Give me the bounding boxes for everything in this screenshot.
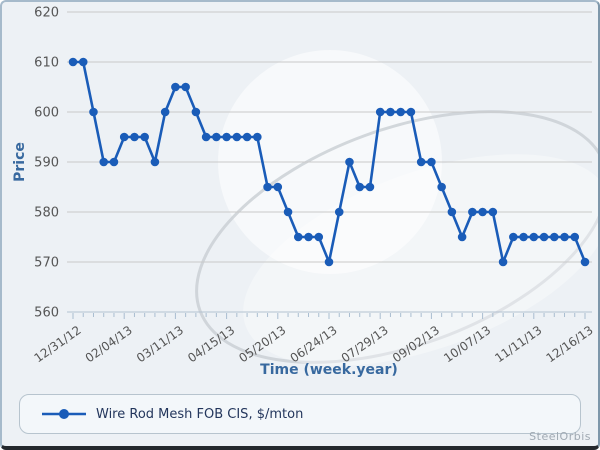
data-point[interactable] [427,157,436,167]
data-point[interactable] [242,132,252,142]
data-point[interactable] [171,82,180,92]
data-point[interactable] [334,207,344,217]
data-point[interactable] [365,182,375,192]
data-point[interactable] [253,132,262,142]
y-tick-label: 590 [34,156,59,171]
data-point[interactable] [324,257,334,267]
y-tick-label: 600 [34,106,59,121]
data-point[interactable] [386,107,395,117]
data-point[interactable] [509,232,518,242]
data-point[interactable] [539,232,549,242]
steelorbis-logo-watermark [195,50,598,366]
data-point[interactable] [140,132,149,142]
y-tick-label: 580 [34,206,59,221]
data-point[interactable] [406,107,416,117]
data-point[interactable] [283,207,293,217]
x-tick-label: 12/16/13 [544,323,596,365]
legend-label[interactable]: Wire Rod Mesh FOB CIS, $/mton [96,406,304,422]
data-point[interactable] [570,232,580,242]
data-point[interactable] [580,257,590,267]
brand-watermark-text: SteelOrbis [529,430,591,443]
data-point[interactable] [160,107,170,117]
data-point[interactable] [222,132,231,142]
data-point[interactable] [355,182,365,192]
x-tick-label: 12/31/12 [32,323,84,365]
data-point[interactable] [549,232,559,242]
data-point[interactable] [68,57,78,67]
x-tick-label: 02/04/13 [83,323,135,365]
y-tick-label: 610 [34,56,59,71]
data-point[interactable] [519,232,528,242]
data-point[interactable] [457,232,467,242]
data-point[interactable] [478,207,487,217]
data-point[interactable] [89,107,98,117]
data-point[interactable] [232,132,242,142]
data-point[interactable] [468,207,477,217]
data-point[interactable] [109,157,119,167]
data-point[interactable] [293,232,303,242]
data-point[interactable] [560,232,569,242]
x-tick-label: 03/11/13 [134,323,186,365]
data-point[interactable] [130,132,139,142]
data-point[interactable] [78,57,88,67]
data-point[interactable] [212,132,221,142]
data-point[interactable] [314,232,324,242]
data-point[interactable] [201,132,211,142]
data-point[interactable] [304,232,313,242]
data-point[interactable] [498,257,508,267]
data-point[interactable] [488,207,498,217]
legend-series-marker[interactable] [41,407,87,421]
x-axis-title: Time (week.year) [260,362,398,378]
legend: Wire Rod Mesh FOB CIS, $/mton [19,394,581,434]
data-point[interactable] [150,157,160,167]
data-point[interactable] [345,157,354,167]
data-point[interactable] [119,132,129,142]
data-point[interactable] [396,107,405,117]
y-tick-label: 560 [34,306,59,321]
data-point[interactable] [181,82,190,92]
series-layer [68,57,590,267]
data-point[interactable] [99,157,109,167]
data-point[interactable] [191,107,201,117]
y-axis-title: Price [12,142,28,182]
y-tick-label: 570 [34,256,59,271]
data-point[interactable] [416,157,426,167]
y-tick-label: 620 [34,6,59,21]
x-tick-label: 11/11/13 [492,323,544,365]
data-point[interactable] [529,232,539,242]
data-point[interactable] [375,107,385,117]
tick-layer [72,313,586,319]
data-point[interactable] [437,182,446,192]
data-point[interactable] [263,182,272,192]
data-point[interactable] [273,182,283,192]
data-point[interactable] [447,207,457,217]
